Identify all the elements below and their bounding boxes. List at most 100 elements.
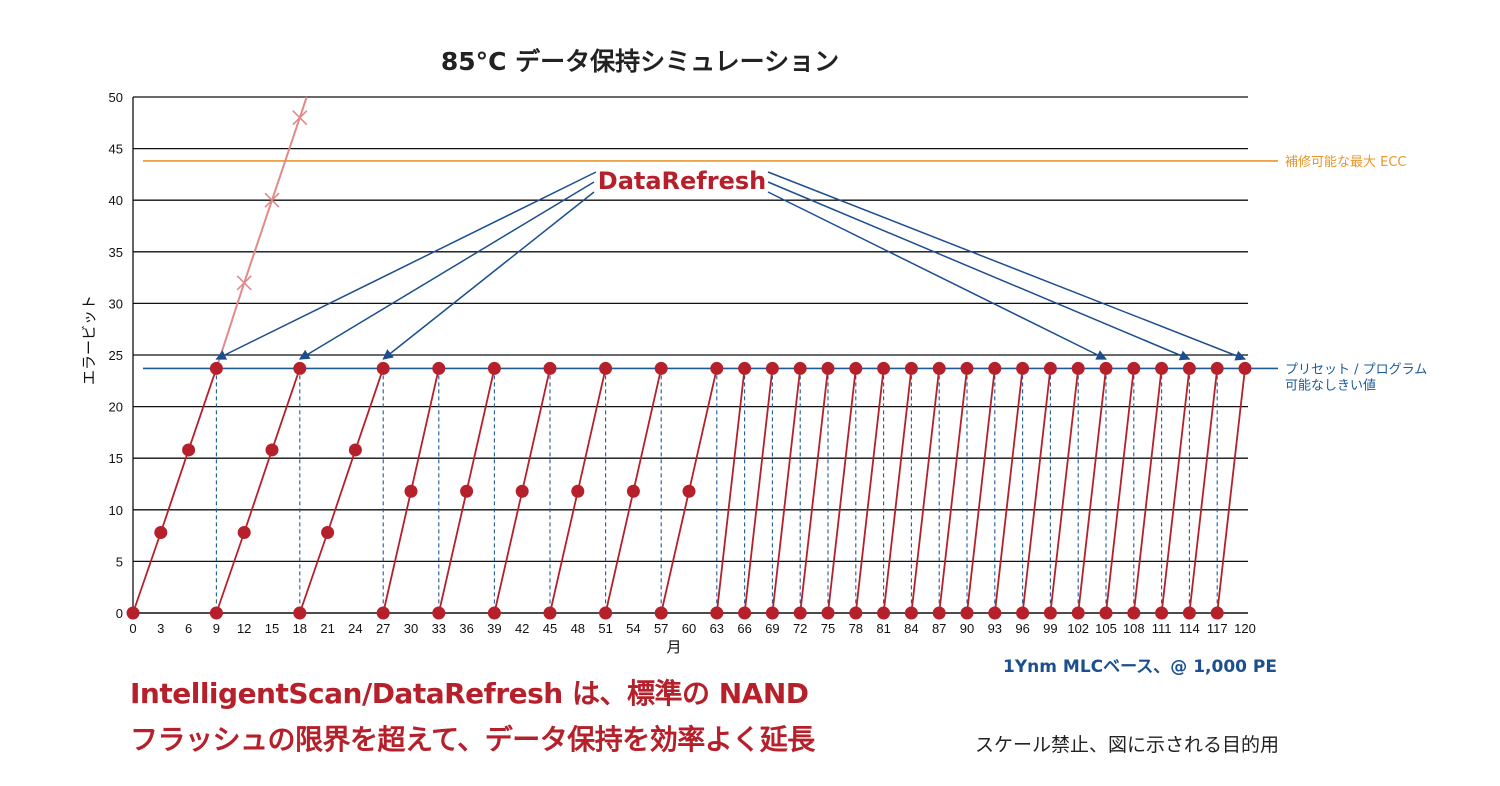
refresh-cycle-point-26-1 (1182, 361, 1196, 375)
refresh-cycle-point-2-1 (237, 526, 251, 540)
x-tick-label-117: 117 (1207, 621, 1228, 636)
refresh-cycle-point-4-1 (404, 484, 418, 498)
disclaimer: スケール禁止、図に示される目的用 (975, 734, 1280, 756)
refresh-cycle-point-7-0 (543, 606, 557, 620)
y-tick-label-30: 30 (109, 296, 123, 311)
refresh-cycle-point-6-2 (543, 361, 557, 375)
refresh-cycle-point-4-2 (432, 361, 446, 375)
x-tick-label-9: 9 (213, 621, 220, 636)
refresh-cycle-point-2-3 (293, 361, 307, 375)
x-tick-label-120: 120 (1234, 621, 1256, 636)
refresh-cycle-point-24-1 (1127, 361, 1141, 375)
threshold-label-1: プリセット / プログラム (1285, 362, 1427, 377)
refresh-drop-lines (215, 368, 1218, 613)
refresh-cycle-point-1-3 (209, 361, 223, 375)
refresh-cycle-point-6-1 (515, 484, 529, 498)
x-tick-label-78: 78 (849, 621, 863, 636)
x-tick-label-102: 102 (1067, 621, 1089, 636)
refresh-cycle-point-16-0 (877, 606, 891, 620)
refresh-cycle-point-25-1 (1155, 361, 1169, 375)
refresh-cycle-line-26 (1160, 368, 1191, 614)
refresh-cycle-point-17-1 (932, 361, 946, 375)
refresh-cycle-point-9-2 (710, 361, 724, 375)
x-tick-label-15: 15 (265, 621, 279, 636)
refresh-cycle-point-2-0 (209, 606, 223, 620)
refresh-cycle-point-24-0 (1099, 606, 1113, 620)
threshold-label-1-line2: 可能なしきい値 (1285, 377, 1376, 393)
refresh-arrows (215, 171, 1246, 361)
headline-line-1: IntelligentScan/DataRefresh は、標準の NAND (130, 677, 809, 710)
refresh-cycle-point-3-2 (348, 443, 362, 457)
series-layer (126, 96, 1252, 620)
x-tick-label-45: 45 (543, 621, 557, 636)
refresh-cycle-point-13-1 (821, 361, 835, 375)
y-tick-label-15: 15 (109, 451, 123, 466)
refresh-cycle-point-1-2 (182, 443, 196, 457)
refresh-cycle-line-21 (1021, 368, 1052, 614)
refresh-cycle-point-1-1 (154, 526, 168, 540)
refresh-cycle-point-28-1 (1238, 361, 1252, 375)
refresh-arrow-105 (767, 191, 1107, 360)
x-tick-label-111: 111 (1152, 621, 1172, 636)
refresh-cycle-line-2 (215, 368, 301, 614)
refresh-cycle-point-19-1 (988, 361, 1002, 375)
refresh-cycle-point-5-0 (432, 606, 446, 620)
y-tick-label-35: 35 (109, 245, 123, 260)
x-tick-label-36: 36 (459, 621, 473, 636)
refresh-cycle-point-12-1 (793, 361, 807, 375)
x-tick-label-96: 96 (1015, 621, 1029, 636)
y-tick-label-20: 20 (109, 400, 123, 415)
threshold-label-0: 補修可能な最大 ECC (1285, 155, 1407, 170)
x-tick-label-12: 12 (237, 621, 251, 636)
refresh-cycle-point-18-0 (932, 606, 946, 620)
refresh-cycle-line-28 (1216, 368, 1246, 614)
y-tick-label-45: 45 (109, 142, 123, 157)
refresh-cycle-point-11-0 (738, 606, 752, 620)
refresh-cycle-line-16 (882, 368, 913, 614)
refresh-cycle-point-16-1 (904, 361, 918, 375)
refresh-cycle-point-20-1 (1016, 361, 1030, 375)
refresh-cycle-line-15 (854, 368, 885, 614)
x-tick-label-105: 105 (1095, 621, 1117, 636)
refresh-cycle-point-22-0 (1043, 606, 1057, 620)
refresh-cycle-point-20-0 (988, 606, 1002, 620)
y-axis-label: エラービット (80, 295, 98, 385)
x-tick-label-87: 87 (932, 621, 946, 636)
x-tick-label-60: 60 (682, 621, 696, 636)
refresh-cycle-line-22 (1049, 368, 1080, 614)
refresh-cycle-point-22-1 (1071, 361, 1085, 375)
refresh-cycle-point-7-1 (571, 484, 585, 498)
refresh-cycle-point-23-1 (1099, 361, 1113, 375)
refresh-cycle-point-8-2 (654, 361, 668, 375)
refresh-cycle-point-7-2 (599, 361, 613, 375)
baseline-line (215, 96, 308, 369)
x-tick-label-0: 0 (129, 621, 136, 636)
baseline-point-0 (236, 275, 252, 291)
refresh-arrow-27 (382, 191, 595, 360)
baseline-point-2 (292, 110, 308, 126)
refresh-cycle-line-19 (966, 368, 996, 614)
x-tick-label-108: 108 (1123, 621, 1145, 636)
refresh-cycle-point-5-1 (460, 484, 474, 498)
y-tick-label-40: 40 (109, 193, 123, 208)
refresh-cycle-point-4-0 (376, 606, 390, 620)
chart-title: 85°C データ保持シミュレーション (441, 47, 839, 76)
x-tick-label-39: 39 (487, 621, 501, 636)
y-axis-ticks: 0 5 10 15 20 25 30 35 40 45 50 (109, 90, 123, 621)
y-tick-label-10: 10 (109, 503, 123, 518)
refresh-cycle-point-1-0 (126, 606, 140, 620)
refresh-cycle-point-8-0 (599, 606, 613, 620)
refresh-cycle-point-11-1 (765, 361, 779, 375)
x-tick-label-63: 63 (710, 621, 724, 636)
refresh-cycle-point-23-0 (1071, 606, 1085, 620)
x-tick-label-33: 33 (432, 621, 446, 636)
condition-note: 1Ynm MLCベース、@ 1,000 PE (1003, 657, 1277, 677)
refresh-cycle-point-10-1 (738, 361, 752, 375)
x-axis-ticks: 0 3 6 9 12 15 18 21 24 27 30 33 36 39 42 45 48 51 54 57 60 63… (129, 621, 1255, 636)
refresh-cycle-point-13-0 (793, 606, 807, 620)
refresh-cycle-line-17 (910, 368, 941, 614)
refresh-cycle-line-23 (1077, 368, 1107, 614)
refresh-cycle-point-18-1 (960, 361, 974, 375)
refresh-cycle-point-10-0 (710, 606, 724, 620)
